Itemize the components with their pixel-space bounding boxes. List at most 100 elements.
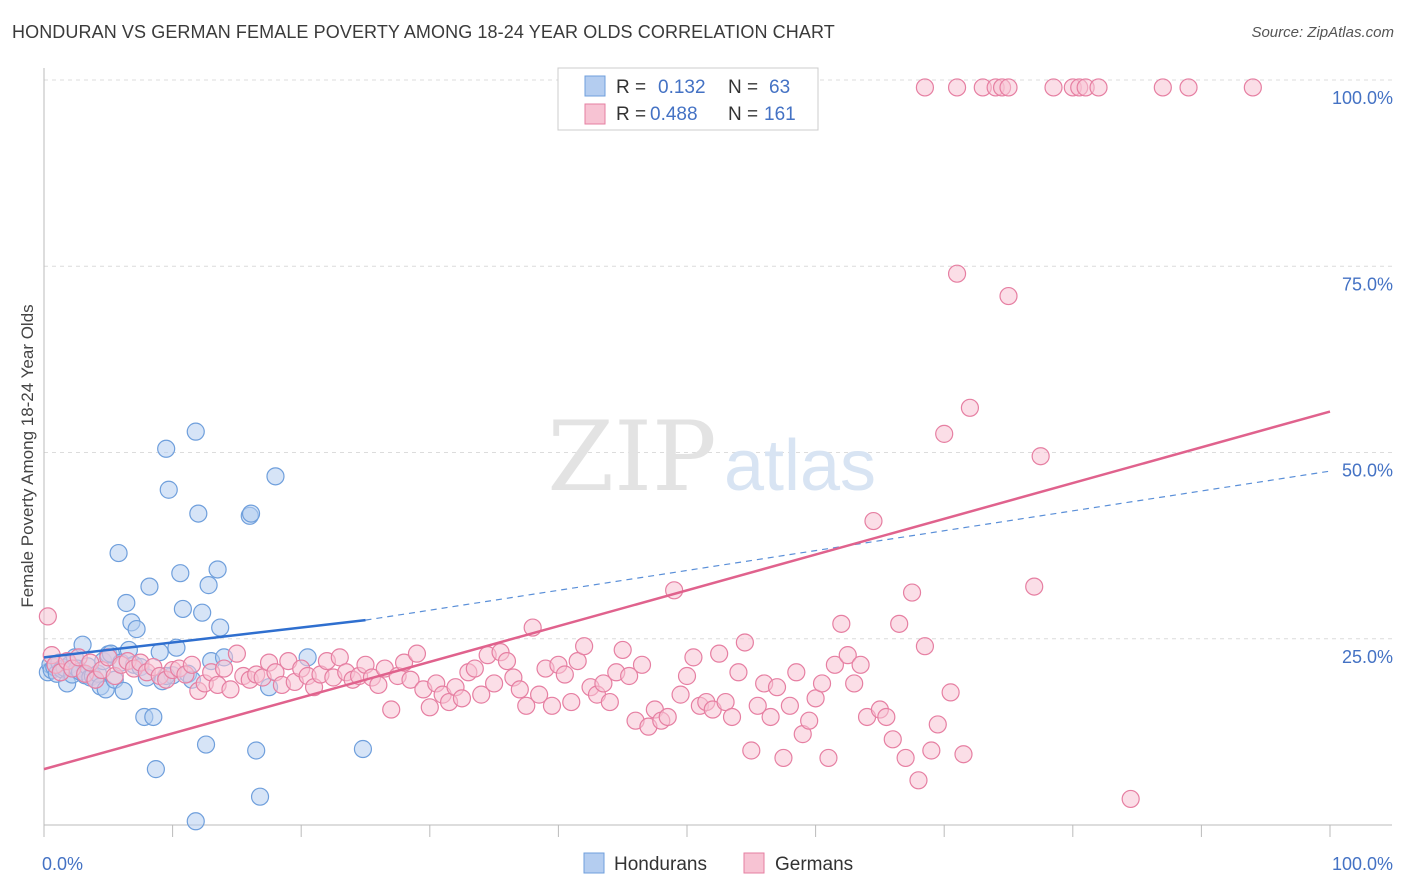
trend-lines <box>43 410 1331 771</box>
point-germans-76 <box>517 696 536 715</box>
point-germans-112 <box>748 696 767 715</box>
point-germans-162 <box>1179 78 1198 97</box>
point-germans-61 <box>420 698 439 717</box>
point-germans-101 <box>677 666 697 686</box>
point-germans-161 <box>1153 78 1172 97</box>
point-germans-98 <box>658 707 677 727</box>
point-hondurans-66 <box>353 739 373 759</box>
point-germans-130 <box>864 511 883 531</box>
x-tick-labels: 0.0% 100.0% <box>42 854 1393 874</box>
point-germans-85 <box>575 637 594 656</box>
point-germans-139 <box>922 741 941 760</box>
point-germans-146 <box>999 286 1018 306</box>
point-hondurans-39 <box>144 707 163 727</box>
point-germans-106 <box>710 644 729 663</box>
chart-source: Source: ZipAtlas.com <box>1251 24 1394 41</box>
trend-hondurans-solid <box>43 618 366 659</box>
x-tick-label-0: 0.0% <box>42 854 83 874</box>
point-germans-118 <box>787 663 806 682</box>
stats-legend: R = 0.132 N = 63 R = 0.488 N = 161 <box>557 67 819 131</box>
points-layer <box>38 78 1262 831</box>
point-hondurans-57 <box>208 560 227 579</box>
point-germans-140 <box>928 715 947 734</box>
y-tick-label-3: 25.0% <box>1342 647 1393 667</box>
point-germans-91 <box>613 640 632 660</box>
point-germans-116 <box>774 748 793 768</box>
point-hondurans-52 <box>189 504 208 523</box>
point-germans-155 <box>999 78 1018 97</box>
point-germans-143 <box>947 264 967 283</box>
point-germans-128 <box>851 655 870 674</box>
point-germans-133 <box>883 730 902 749</box>
point-germans-145 <box>960 398 980 417</box>
trend-germans <box>43 410 1331 771</box>
point-hondurans-62 <box>250 787 270 806</box>
point-hondurans-44 <box>159 480 178 499</box>
point-germans-75 <box>510 680 529 699</box>
point-germans-110 <box>735 633 754 652</box>
point-germans-89 <box>600 692 619 712</box>
point-hondurans-51 <box>186 812 205 831</box>
point-hondurans-53 <box>193 603 212 622</box>
point-germans-78 <box>530 685 549 704</box>
point-hondurans-48 <box>173 599 192 619</box>
point-hondurans-27 <box>109 543 128 563</box>
point-germans-142 <box>941 683 960 702</box>
legend-n-value-2: 161 <box>764 104 796 125</box>
bottom-legend-germans: Germans <box>775 854 853 875</box>
point-hondurans-61 <box>247 741 266 760</box>
y-tick-label-2: 50.0% <box>1342 461 1393 481</box>
point-germans-109 <box>729 663 748 682</box>
point-germans-122 <box>812 674 832 693</box>
point-hondurans-64 <box>266 467 285 486</box>
point-germans-58 <box>401 670 420 689</box>
point-germans-55 <box>382 700 401 719</box>
point-hondurans-47 <box>171 564 190 583</box>
chart-title: HONDURAN VS GERMAN FEMALE POVERTY AMONG … <box>12 22 835 42</box>
point-germans-150 <box>915 78 935 97</box>
y-tick-label-1: 75.0% <box>1342 274 1393 294</box>
point-germans-111 <box>742 741 761 760</box>
point-hondurans-58 <box>211 618 230 637</box>
point-germans-83 <box>562 692 581 712</box>
point-germans-71 <box>485 674 504 693</box>
point-hondurans-54 <box>196 735 216 754</box>
point-germans-144 <box>954 745 973 764</box>
grid <box>44 79 1392 640</box>
x-tick-label-1: 100.0% <box>1332 854 1393 874</box>
point-germans-148 <box>1031 447 1050 466</box>
point-germans-88 <box>594 674 613 693</box>
point-germans-151 <box>947 78 967 97</box>
point-germans-30 <box>221 680 240 699</box>
axes <box>43 68 1392 837</box>
legend-n-label-2: N = <box>728 104 758 125</box>
bottom-legend-swatch-hondurans <box>583 852 605 874</box>
point-germans-68 <box>465 659 484 678</box>
point-germans-24 <box>182 655 201 674</box>
point-germans-135 <box>896 748 915 768</box>
point-germans-124 <box>825 655 844 674</box>
point-germans-102 <box>684 648 703 667</box>
watermark-zip: ZIP <box>547 401 716 513</box>
point-germans-163 <box>1243 78 1262 97</box>
bottom-legend-swatch-germans <box>743 852 765 874</box>
point-hondurans-38 <box>140 577 159 596</box>
legend-r-label-2: R = <box>616 104 646 125</box>
y-tick-labels: 100.0% 75.0% 50.0% 25.0% <box>1332 88 1393 667</box>
point-germans-82 <box>555 665 574 684</box>
point-germans-138 <box>915 637 935 656</box>
point-hondurans-40 <box>146 760 165 779</box>
point-germans-123 <box>819 748 838 768</box>
point-hondurans-34 <box>127 619 146 639</box>
legend-swatch-hondurans <box>584 75 606 97</box>
point-germans-137 <box>909 771 928 790</box>
series-legend: Hondurans Germans <box>583 852 853 875</box>
point-germans-120 <box>800 711 819 730</box>
point-germans-31 <box>227 644 246 663</box>
point-germans-156 <box>1044 78 1063 97</box>
point-hondurans-68 <box>186 422 205 441</box>
point-hondurans-43 <box>157 439 176 458</box>
point-hondurans-67 <box>241 504 261 523</box>
point-germans-141 <box>935 424 954 443</box>
